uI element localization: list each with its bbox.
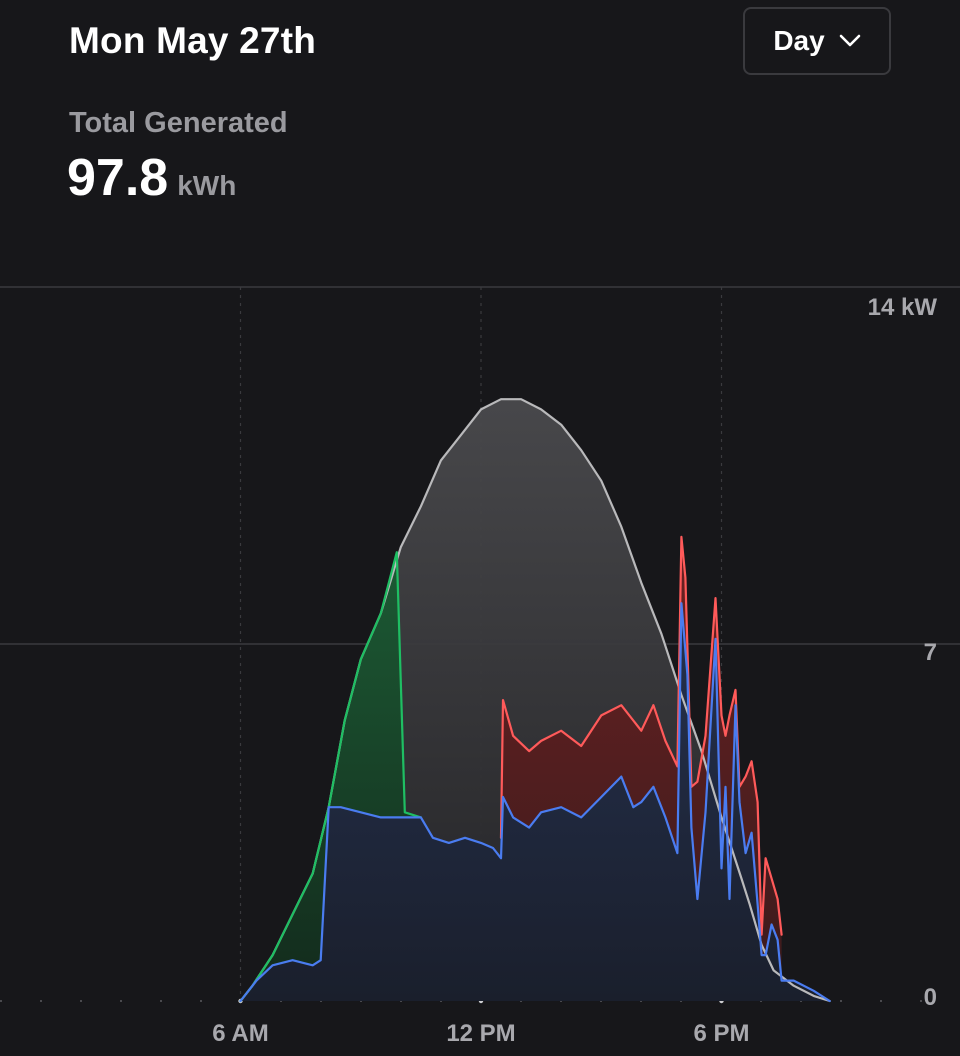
period-dropdown-label: Day bbox=[773, 25, 825, 56]
home-line bbox=[239, 602, 831, 1003]
total-generated: 97.8 kWh bbox=[67, 148, 236, 208]
battery-line bbox=[239, 551, 422, 1003]
chart-lines bbox=[239, 398, 831, 1003]
x-tick-label-18: 6 PM bbox=[693, 1020, 749, 1047]
total-generated-label: Total Generated bbox=[69, 107, 288, 139]
home-area bbox=[240, 603, 830, 1001]
chevron-down-icon bbox=[839, 34, 860, 47]
total-generated-unit: kWh bbox=[177, 170, 237, 201]
chart-areas bbox=[240, 399, 830, 1001]
date-title: Mon May 27th bbox=[69, 20, 317, 61]
chart-labels: 14 kW 7 0 6 AM 12 PM 6 PM bbox=[212, 294, 937, 1047]
period-dropdown[interactable]: Day bbox=[743, 7, 891, 75]
x-tick-label-6: 6 AM bbox=[212, 1020, 268, 1047]
y-tick-label-0: 0 bbox=[924, 984, 937, 1011]
x-tick-label-12: 12 PM bbox=[446, 1020, 515, 1047]
total-generated-value: 97.8 bbox=[67, 149, 169, 207]
y-tick-label-7: 7 bbox=[924, 639, 937, 666]
y-tick-label-14: 14 kW bbox=[868, 294, 938, 321]
